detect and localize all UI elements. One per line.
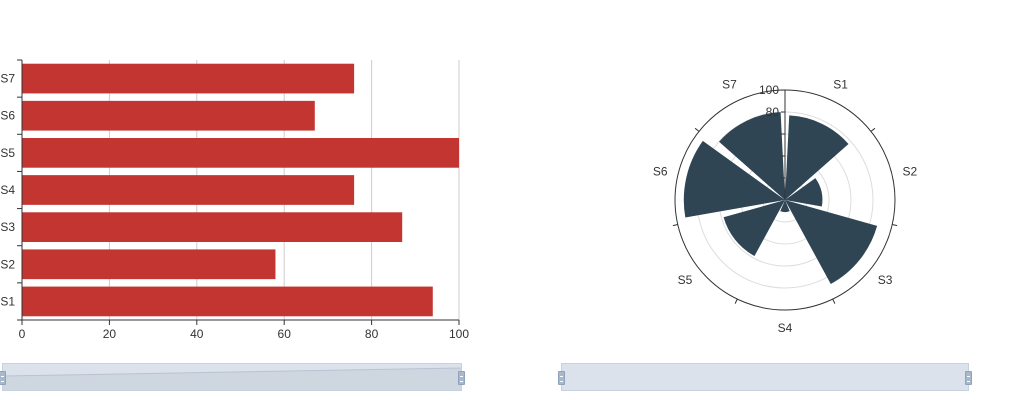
slider-end-handle[interactable]	[458, 371, 465, 385]
polar-bar-s5[interactable]	[723, 200, 785, 257]
left-zoom-slider[interactable]	[0, 363, 465, 391]
bar-s7[interactable]	[22, 63, 355, 94]
angle-label: S2	[902, 165, 917, 179]
x-tick-label: 40	[190, 327, 204, 341]
y-tick-label: S4	[0, 183, 15, 197]
angle-label: S3	[878, 273, 893, 287]
polar-bar-s7[interactable]	[719, 112, 785, 200]
angle-label: S1	[833, 78, 848, 92]
x-tick-label: 20	[103, 327, 117, 341]
angle-label: S7	[722, 78, 737, 92]
y-tick-label: S3	[0, 220, 15, 234]
radius-tick-label: 80	[766, 105, 780, 119]
horizontal-bar-chart: 0 20 40 60 80 100 S1 S2 S3 S4 S5 S6 S7	[0, 59, 469, 341]
slider-end-handle[interactable]	[965, 371, 972, 385]
x-tick-label: 100	[449, 327, 469, 341]
radius-tick-label: 100	[759, 83, 779, 97]
bar-s4[interactable]	[22, 175, 355, 205]
polar-bar-s6[interactable]	[683, 140, 785, 218]
y-tick-label: S5	[0, 146, 15, 160]
y-tick-label: S2	[0, 257, 15, 271]
angle-label: S5	[678, 273, 693, 287]
y-tick-label: S7	[0, 72, 15, 86]
x-tick-label: 80	[365, 327, 379, 341]
slider-start-handle[interactable]	[0, 371, 6, 385]
y-tick-label: S6	[0, 109, 15, 123]
slider-preview	[3, 367, 461, 390]
angle-label: S6	[653, 165, 668, 179]
bar-s3[interactable]	[22, 212, 403, 242]
angle-label: S4	[778, 321, 793, 335]
polar-bar-s2[interactable]	[785, 178, 823, 207]
x-tick-label: 60	[278, 327, 292, 341]
right-zoom-slider[interactable]	[558, 363, 972, 391]
bar-s1[interactable]	[22, 286, 433, 317]
bar-s6[interactable]	[22, 100, 315, 131]
y-tick-label: S1	[0, 294, 15, 308]
slider-start-handle[interactable]	[558, 371, 565, 385]
bar-s2[interactable]	[22, 249, 276, 280]
bar-s5[interactable]	[22, 138, 459, 168]
polar-bar-s4[interactable]	[780, 200, 790, 213]
polar-bar-s1[interactable]	[785, 115, 849, 200]
polar-bar-s3[interactable]	[785, 200, 878, 285]
polar-bar-chart: S1 S2 S3 S4 S5 S6 S7 80 100	[653, 78, 918, 335]
x-tick-label: 0	[19, 327, 26, 341]
